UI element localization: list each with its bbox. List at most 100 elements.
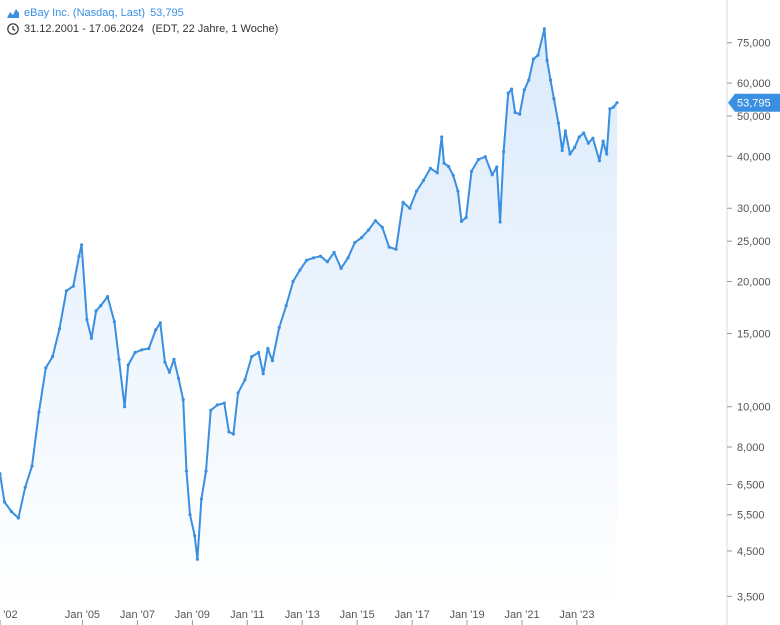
data-point xyxy=(401,200,405,204)
data-point xyxy=(2,500,7,504)
series-last-value: 53,795 xyxy=(150,7,184,19)
data-point xyxy=(140,348,144,352)
x-tick-label: Jan '13 xyxy=(285,609,320,621)
y-tick-label: 75,000 xyxy=(737,38,771,50)
data-point xyxy=(184,469,189,473)
data-point xyxy=(563,129,568,133)
data-point xyxy=(366,228,371,232)
data-point xyxy=(243,378,247,382)
data-point xyxy=(71,284,75,288)
y-tick-label: 10,000 xyxy=(737,402,771,414)
data-point xyxy=(64,289,68,293)
x-tick-label: Jan '17 xyxy=(395,609,430,621)
y-tick-label: 50,000 xyxy=(737,111,771,123)
data-point xyxy=(312,256,316,260)
y-tick-label: 4,500 xyxy=(737,546,765,558)
data-point xyxy=(459,219,464,223)
x-tick-label: Jan '11 xyxy=(230,609,264,621)
date-range: 31.12.2001 - 17.06.2024 xyxy=(24,23,144,35)
data-point xyxy=(394,247,398,251)
last-value-badge xyxy=(728,93,780,112)
data-point xyxy=(181,398,185,402)
data-point xyxy=(542,27,547,31)
data-point xyxy=(597,159,602,163)
y-tick-label: 30,000 xyxy=(737,203,771,215)
data-point xyxy=(353,241,357,245)
data-point xyxy=(209,408,213,412)
data-point xyxy=(442,161,446,165)
x-tick-label: Jan '21 xyxy=(504,609,539,621)
data-point xyxy=(236,391,240,395)
data-point xyxy=(490,173,494,177)
data-point xyxy=(106,295,110,299)
data-point xyxy=(573,145,577,150)
data-point xyxy=(51,355,55,359)
data-point xyxy=(199,497,203,501)
data-point xyxy=(428,166,432,170)
data-point xyxy=(332,250,336,254)
data-point xyxy=(261,372,265,376)
data-point xyxy=(502,150,506,154)
data-point xyxy=(85,318,89,322)
data-point xyxy=(126,363,130,367)
data-point xyxy=(373,219,377,223)
data-point xyxy=(193,534,197,538)
data-point xyxy=(123,405,127,409)
data-point xyxy=(80,243,84,247)
data-point xyxy=(451,173,455,177)
data-point xyxy=(380,225,384,229)
y-tick-label: 25,000 xyxy=(737,236,771,248)
data-point xyxy=(360,236,364,240)
data-point xyxy=(447,164,451,169)
data-point xyxy=(531,57,536,61)
data-point xyxy=(568,152,572,156)
data-point xyxy=(483,155,487,159)
data-point xyxy=(172,357,176,361)
data-point xyxy=(415,189,419,193)
data-point xyxy=(57,327,62,331)
x-tick-label: Jan '07 xyxy=(120,609,155,621)
data-point xyxy=(476,157,480,162)
data-point xyxy=(556,121,561,125)
data-point xyxy=(506,91,510,95)
data-point xyxy=(112,320,116,324)
data-point xyxy=(586,141,590,145)
data-point xyxy=(291,279,295,284)
y-tick-label: 15,000 xyxy=(737,328,771,340)
data-point xyxy=(133,350,137,355)
data-point xyxy=(298,268,302,272)
data-point xyxy=(387,245,391,249)
data-point xyxy=(495,165,499,169)
clock-icon xyxy=(6,22,20,36)
series-name: eBay Inc. (Nasdaq, Last) xyxy=(24,7,146,19)
data-point xyxy=(44,366,48,370)
data-point xyxy=(615,101,619,105)
data-point xyxy=(605,152,609,156)
data-point xyxy=(227,430,231,434)
data-point xyxy=(195,557,199,561)
data-point xyxy=(77,254,81,258)
data-point xyxy=(498,220,502,224)
data-point xyxy=(435,171,439,175)
data-point xyxy=(522,88,526,92)
data-point xyxy=(518,112,522,116)
data-point xyxy=(325,260,329,264)
data-point xyxy=(552,97,556,101)
chart-legend: eBay Inc. (Nasdaq, Last) 53,795 31.12.20… xyxy=(6,5,278,37)
data-point xyxy=(176,376,181,380)
x-tick-label: Jan '23 xyxy=(559,609,594,621)
data-point xyxy=(147,346,151,351)
data-point xyxy=(577,135,581,139)
data-point xyxy=(9,509,13,514)
x-tick-label: Jan '19 xyxy=(449,609,484,621)
data-point xyxy=(16,516,20,520)
data-point xyxy=(318,254,323,258)
area-chart-icon xyxy=(6,6,20,20)
data-point xyxy=(601,139,605,143)
data-point xyxy=(94,309,98,313)
date-range-row: 31.12.2001 - 17.06.2024 (EDT, 22 Jahre, … xyxy=(6,21,278,37)
data-point xyxy=(158,321,162,325)
data-point xyxy=(527,78,531,82)
data-point xyxy=(257,350,261,355)
